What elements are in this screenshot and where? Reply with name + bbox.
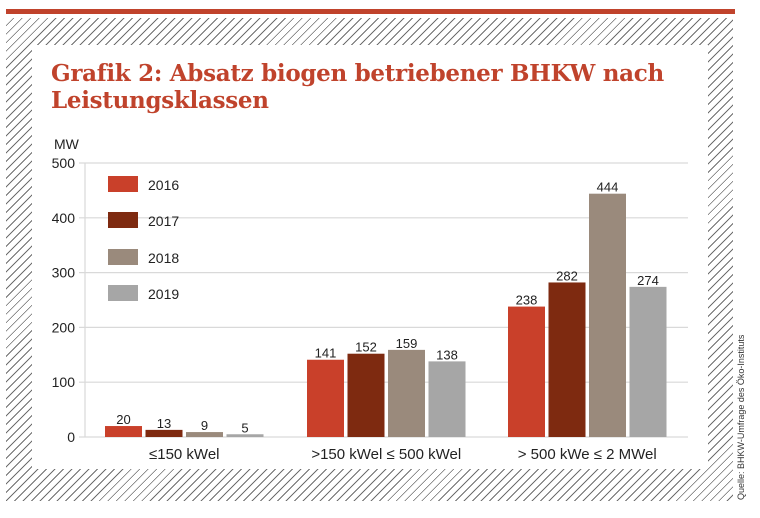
- data-label: 152: [355, 340, 377, 355]
- chart-title-line-1: Grafik 2: Absatz biogen betriebener BHKW…: [51, 60, 664, 87]
- legend-swatch: [108, 285, 138, 301]
- data-labels: 20 13 9 5 141 152 159 138 238 282 444 274: [116, 180, 659, 436]
- bar: [186, 432, 223, 437]
- legend-swatch: [108, 249, 138, 265]
- legend-label: 2018: [148, 250, 179, 266]
- legend-label: 2016: [148, 177, 179, 193]
- y-tick-label: 0: [67, 429, 75, 445]
- y-axis-ticks: 0 100 200 300 400 500: [52, 155, 76, 445]
- bar: [105, 426, 142, 437]
- bar: [428, 361, 466, 437]
- bar: [388, 349, 425, 437]
- y-tick-label: 200: [52, 319, 76, 335]
- legend-label: 2019: [148, 286, 179, 302]
- chart-title: Grafik 2: Absatz biogen betriebener BHKW…: [51, 60, 691, 114]
- legend-swatch: [108, 212, 138, 228]
- data-label: 238: [516, 293, 538, 308]
- source-note: Quelle: BHKW-Umfrage des Öko-Instituts: [736, 334, 746, 500]
- x-category-label: > 500 kWe ≤ 2 MWel: [518, 446, 657, 463]
- bar: [589, 193, 626, 437]
- x-axis-categories: ≤150 kWel >150 kWel ≤ 500 kWel > 500 kWe ≤…: [149, 446, 657, 463]
- data-label: 5: [241, 420, 248, 435]
- top-accent-rule: [6, 9, 735, 14]
- bar: [548, 282, 586, 437]
- bar: [347, 353, 385, 437]
- bar: [226, 434, 264, 437]
- bar: [307, 359, 344, 437]
- y-tick-label: 300: [52, 265, 76, 281]
- bar: [508, 306, 545, 437]
- data-label: 141: [315, 346, 337, 361]
- y-tick-label: 400: [52, 210, 76, 226]
- data-label: 444: [597, 180, 619, 195]
- bar: [145, 429, 183, 437]
- data-label: 159: [396, 336, 418, 351]
- data-label: 9: [201, 418, 208, 433]
- x-category-label: >150 kWel ≤ 500 kWel: [311, 446, 461, 463]
- data-label: 274: [637, 273, 659, 288]
- data-label: 138: [436, 347, 458, 362]
- y-axis-label: MW: [54, 136, 80, 152]
- data-label: 20: [116, 412, 130, 427]
- legend: 2016 2017 2018 2019: [108, 176, 179, 302]
- legend-label: 2017: [148, 213, 179, 229]
- bar: [629, 286, 667, 437]
- data-label: 282: [556, 268, 578, 283]
- bars: [105, 193, 667, 437]
- data-label: 13: [157, 416, 171, 431]
- y-tick-label: 500: [52, 155, 76, 171]
- x-category-label: ≤150 kWel: [149, 446, 220, 463]
- y-tick-label: 100: [52, 374, 76, 390]
- chart-title-line-2: Leistungsklassen: [51, 87, 269, 114]
- legend-swatch: [108, 176, 138, 192]
